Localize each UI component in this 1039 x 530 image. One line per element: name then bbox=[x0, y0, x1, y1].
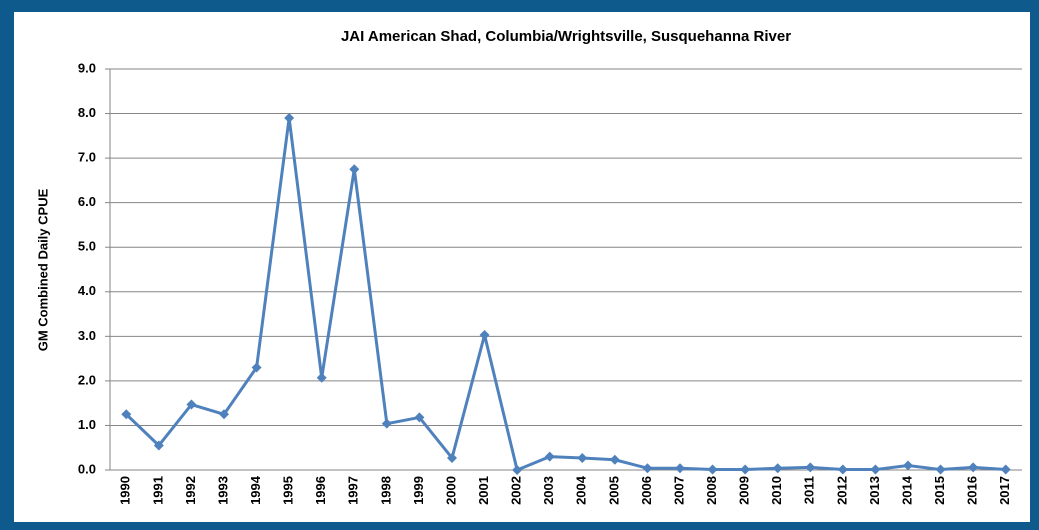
data-point bbox=[740, 464, 751, 475]
x-tick-label: 2000 bbox=[443, 476, 458, 505]
data-point bbox=[642, 463, 653, 474]
series-line bbox=[125, 116, 1006, 472]
data-point bbox=[1000, 464, 1011, 475]
x-tick-label: 2012 bbox=[834, 476, 849, 505]
y-axis-label: GM Combined Daily CPUE bbox=[35, 188, 50, 351]
chart-title: JAI American Shad, Columbia/Wrightsville… bbox=[341, 28, 791, 45]
data-point bbox=[186, 399, 197, 410]
x-tick-label: 2002 bbox=[509, 476, 524, 505]
y-tick-label: 7.0 bbox=[78, 150, 96, 165]
data-point bbox=[381, 418, 392, 429]
x-tick-label: 2011 bbox=[802, 476, 817, 504]
data-point bbox=[609, 454, 620, 465]
data-point bbox=[805, 462, 816, 473]
data-point bbox=[447, 452, 457, 463]
y-tick-label: 0.0 bbox=[78, 461, 96, 476]
x-tick-label: 1996 bbox=[313, 476, 328, 505]
x-tick-label: 2009 bbox=[737, 476, 752, 505]
y-tick-label: 5.0 bbox=[78, 239, 96, 254]
x-tick-label: 1991 bbox=[150, 476, 165, 505]
y-tick-label: 8.0 bbox=[78, 105, 96, 120]
x-tick-label: 1993 bbox=[215, 476, 230, 505]
data-point bbox=[935, 464, 946, 475]
data-point bbox=[251, 362, 262, 373]
x-tick-label: 2007 bbox=[671, 476, 686, 505]
x-tick-label: 2003 bbox=[541, 476, 556, 505]
x-tick-label: 2010 bbox=[769, 476, 784, 505]
data-point bbox=[219, 409, 229, 420]
y-tick-label: 1.0 bbox=[78, 417, 96, 432]
y-tick-label: 9.0 bbox=[78, 60, 96, 75]
x-tick-label: 1992 bbox=[183, 476, 198, 505]
x-tick-label: 1995 bbox=[281, 476, 296, 505]
data-point bbox=[968, 462, 979, 473]
data-point bbox=[903, 460, 913, 471]
data-point bbox=[284, 113, 295, 124]
data-point bbox=[316, 372, 327, 383]
data-point bbox=[577, 452, 588, 463]
y-tick-label: 4.0 bbox=[78, 283, 96, 298]
data-point bbox=[544, 451, 555, 462]
data-point bbox=[675, 463, 685, 474]
x-tick-label: 2001 bbox=[476, 476, 491, 505]
data-point bbox=[870, 464, 881, 475]
data-point bbox=[349, 164, 360, 175]
chart-background bbox=[14, 12, 1030, 522]
data-point bbox=[837, 464, 848, 475]
x-tick-label: 2008 bbox=[704, 476, 719, 505]
x-tick-label: 1998 bbox=[378, 476, 393, 505]
x-tick-label: 2014 bbox=[899, 475, 914, 505]
x-tick-label: 2015 bbox=[932, 476, 947, 505]
data-point bbox=[479, 329, 490, 340]
data-point bbox=[414, 412, 425, 423]
data-point bbox=[153, 440, 164, 451]
data-point bbox=[121, 409, 132, 420]
x-tick-label: 2013 bbox=[867, 476, 882, 505]
x-tick-label: 2016 bbox=[965, 476, 980, 505]
x-tick-label: 2006 bbox=[639, 476, 654, 505]
x-tick-label: 1999 bbox=[411, 476, 426, 505]
x-tick-label: 1990 bbox=[118, 476, 133, 505]
data-point bbox=[512, 465, 523, 475]
x-tick-label: 2004 bbox=[574, 475, 589, 505]
x-tick-label: 1997 bbox=[346, 476, 361, 505]
y-tick-label: 6.0 bbox=[78, 194, 96, 209]
y-tick-label: 2.0 bbox=[78, 372, 96, 387]
data-point bbox=[707, 464, 718, 475]
x-tick-label: 2005 bbox=[606, 476, 621, 505]
x-tick-label: 2017 bbox=[997, 476, 1012, 505]
x-tick-label: 1994 bbox=[248, 475, 263, 505]
data-point bbox=[772, 463, 783, 474]
y-tick-label: 3.0 bbox=[78, 328, 96, 343]
